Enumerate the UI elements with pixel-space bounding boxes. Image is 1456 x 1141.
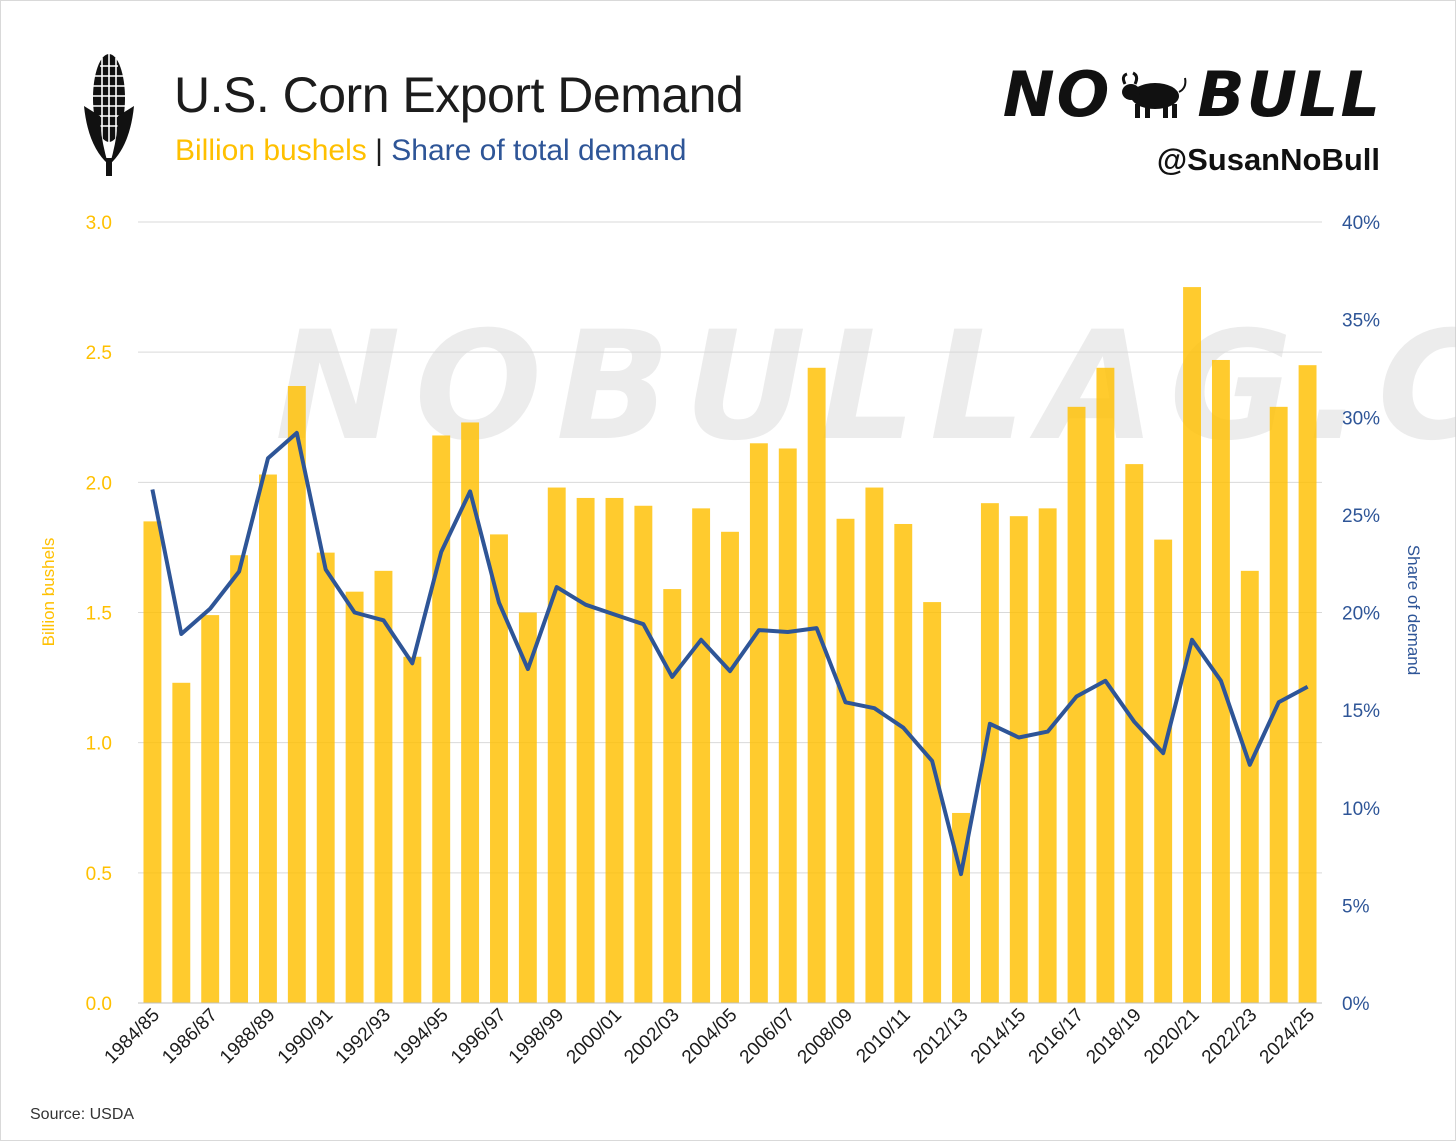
y2-tick-label: 20% xyxy=(1342,604,1380,625)
x-tick-label: 1996/97 xyxy=(447,1005,510,1068)
x-tick-label: 1992/93 xyxy=(332,1005,395,1068)
y2-tick-label: 25% xyxy=(1342,506,1380,527)
bar xyxy=(1125,464,1144,1003)
x-tick-label: 2010/11 xyxy=(852,1005,914,1067)
brand-left: NO xyxy=(1002,58,1112,131)
bar xyxy=(230,555,249,1003)
social-handle: @SusanNoBull xyxy=(1156,142,1380,177)
x-tick-label: 2012/13 xyxy=(909,1005,972,1068)
x-tick-label: 2004/05 xyxy=(678,1005,741,1068)
corn-icon xyxy=(84,54,134,176)
y2-tick-label: 10% xyxy=(1342,799,1380,820)
x-tick-label: 1994/95 xyxy=(389,1005,452,1068)
x-tick-label: 2000/01 xyxy=(563,1005,626,1068)
bar xyxy=(287,386,306,1003)
y2-tick-label: 15% xyxy=(1342,701,1380,722)
bar xyxy=(518,612,537,1003)
bar xyxy=(403,656,422,1003)
y-tick-label: 2.5 xyxy=(86,343,112,364)
bar xyxy=(923,602,942,1003)
y-tick-label: 0.5 xyxy=(86,864,112,885)
x-tick-label: 2006/07 xyxy=(736,1005,799,1068)
bar xyxy=(605,497,624,1003)
y2-tick-label: 5% xyxy=(1342,896,1370,917)
bar xyxy=(258,474,277,1004)
bar xyxy=(1067,406,1086,1003)
bar xyxy=(1009,516,1028,1003)
x-tick-label: 2024/25 xyxy=(1256,1005,1319,1068)
bar xyxy=(663,589,682,1003)
bar xyxy=(143,521,162,1003)
bar xyxy=(201,615,220,1003)
bar xyxy=(634,505,653,1003)
subtitle-separator: | xyxy=(366,134,392,167)
bar xyxy=(490,534,508,1003)
bar xyxy=(1038,508,1057,1003)
x-tick-label: 2016/17 xyxy=(1025,1005,1088,1068)
x-tick-label: 2014/15 xyxy=(967,1005,1030,1068)
brand-logo: NO BULL xyxy=(1003,58,1382,131)
bar xyxy=(576,497,595,1003)
bar xyxy=(172,682,191,1003)
y-tick-label: 3.0 xyxy=(86,213,112,234)
y2-axis-title: Share of demand xyxy=(1404,545,1423,675)
bull-icon xyxy=(1122,71,1187,118)
bar xyxy=(461,422,480,1003)
bar xyxy=(807,367,826,1004)
brand-right: BULL xyxy=(1197,58,1382,131)
bar xyxy=(865,487,884,1003)
bar xyxy=(1240,570,1259,1003)
x-tick-label: 1998/99 xyxy=(505,1005,568,1068)
y2-tick-label: 40% xyxy=(1342,213,1380,234)
x-tick-label: 1986/87 xyxy=(158,1005,221,1068)
bar xyxy=(432,435,451,1003)
bar xyxy=(1096,367,1115,1004)
bar xyxy=(692,508,711,1003)
bar xyxy=(894,523,913,1003)
bar xyxy=(778,448,797,1003)
subtitle-bars: Billion bushels xyxy=(175,134,367,167)
y2-tick-label: 0% xyxy=(1342,994,1370,1015)
bar xyxy=(374,570,393,1003)
y-tick-label: 1.5 xyxy=(86,604,112,625)
x-tick-label: 2018/19 xyxy=(1082,1005,1145,1068)
chart-subtitle: Billion bushels | Share of total demand xyxy=(175,134,686,168)
bar xyxy=(1154,539,1173,1003)
bar xyxy=(749,443,768,1003)
x-tick-label: 1988/89 xyxy=(216,1005,279,1068)
source-note: Source: USDA xyxy=(30,1106,135,1123)
bar xyxy=(721,531,739,1003)
x-tick-label: 2022/23 xyxy=(1198,1005,1261,1068)
x-tick-label: 2008/09 xyxy=(794,1005,857,1068)
bar xyxy=(980,503,999,1003)
x-tick-label: 2002/03 xyxy=(620,1005,683,1068)
bar xyxy=(345,591,364,1003)
bar xyxy=(547,487,566,1003)
subtitle-line: Share of total demand xyxy=(391,134,687,167)
x-tick-label: 1990/91 xyxy=(274,1005,337,1068)
y-tick-label: 1.0 xyxy=(86,734,112,755)
bar xyxy=(316,552,335,1003)
y-axis-title: Billion bushels xyxy=(39,538,58,647)
x-tick-label: 2020/21 xyxy=(1140,1005,1203,1068)
bar xyxy=(836,518,855,1003)
y2-tick-label: 35% xyxy=(1342,311,1380,332)
y-tick-label: 2.0 xyxy=(86,473,112,494)
chart-title: U.S. Corn Export Demand xyxy=(174,67,744,123)
y-tick-label: 0.0 xyxy=(86,994,112,1015)
bar xyxy=(1298,365,1317,1003)
y2-tick-label: 30% xyxy=(1342,408,1380,429)
